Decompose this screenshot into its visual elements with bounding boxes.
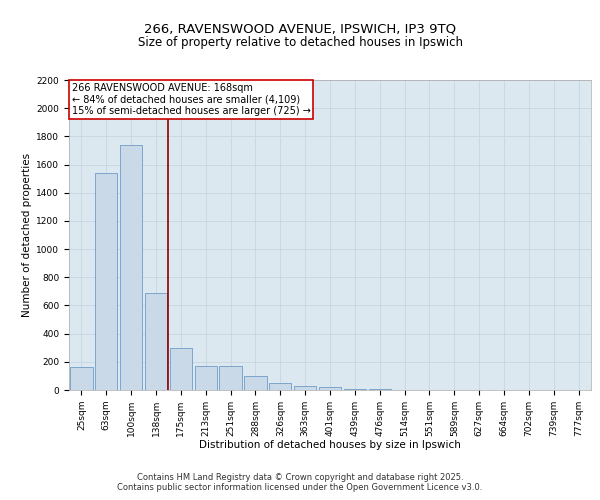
Bar [70, 368, 92, 390]
Bar [319, 387, 341, 390]
Text: Contains HM Land Registry data © Crown copyright and database right 2025.
Contai: Contains HM Land Registry data © Crown c… [118, 473, 482, 492]
Bar [344, 388, 366, 390]
Text: 266 RAVENSWOOD AVENUE: 168sqm
← 84% of detached houses are smaller (4,109)
15% o: 266 RAVENSWOOD AVENUE: 168sqm ← 84% of d… [71, 83, 310, 116]
Text: 266, RAVENSWOOD AVENUE, IPSWICH, IP3 9TQ: 266, RAVENSWOOD AVENUE, IPSWICH, IP3 9TQ [144, 22, 456, 36]
Bar [95, 173, 118, 390]
Y-axis label: Number of detached properties: Number of detached properties [22, 153, 32, 317]
X-axis label: Distribution of detached houses by size in Ipswich: Distribution of detached houses by size … [199, 440, 461, 450]
Bar [294, 386, 316, 390]
Bar [194, 366, 217, 390]
Text: Size of property relative to detached houses in Ipswich: Size of property relative to detached ho… [137, 36, 463, 49]
Bar [120, 145, 142, 390]
Bar [145, 293, 167, 390]
Bar [220, 366, 242, 390]
Bar [170, 348, 192, 390]
Bar [269, 383, 292, 390]
Bar [244, 376, 266, 390]
